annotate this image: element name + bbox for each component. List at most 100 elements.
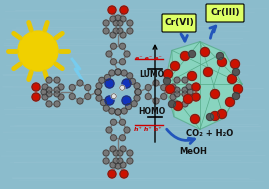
Circle shape bbox=[119, 59, 126, 65]
Circle shape bbox=[110, 146, 116, 152]
Circle shape bbox=[54, 77, 60, 83]
Circle shape bbox=[110, 162, 116, 168]
Circle shape bbox=[113, 28, 119, 34]
Circle shape bbox=[96, 95, 102, 101]
Circle shape bbox=[120, 146, 126, 152]
Circle shape bbox=[54, 91, 60, 97]
Circle shape bbox=[135, 89, 141, 95]
Circle shape bbox=[85, 84, 91, 91]
Circle shape bbox=[103, 28, 109, 34]
Circle shape bbox=[103, 105, 109, 111]
Circle shape bbox=[110, 32, 116, 38]
Circle shape bbox=[204, 67, 213, 77]
Circle shape bbox=[174, 101, 182, 111]
Circle shape bbox=[115, 15, 121, 21]
Circle shape bbox=[121, 70, 127, 76]
Circle shape bbox=[111, 94, 116, 99]
Circle shape bbox=[95, 89, 101, 95]
Text: h⁺ h⁺ h⁺: h⁺ h⁺ h⁺ bbox=[134, 127, 162, 132]
Circle shape bbox=[145, 84, 151, 91]
Circle shape bbox=[228, 74, 236, 84]
Circle shape bbox=[120, 32, 126, 38]
Text: LUMO: LUMO bbox=[139, 70, 165, 79]
Circle shape bbox=[110, 16, 116, 22]
Circle shape bbox=[131, 101, 137, 107]
Circle shape bbox=[231, 60, 239, 68]
Circle shape bbox=[69, 94, 75, 99]
Text: MeOH: MeOH bbox=[179, 146, 207, 156]
Circle shape bbox=[100, 100, 107, 106]
Text: HOMO: HOMO bbox=[138, 107, 166, 116]
Circle shape bbox=[174, 101, 180, 107]
Circle shape bbox=[111, 119, 116, 125]
Circle shape bbox=[182, 91, 188, 97]
Circle shape bbox=[54, 101, 60, 107]
Circle shape bbox=[174, 87, 180, 93]
Circle shape bbox=[42, 94, 48, 100]
Circle shape bbox=[58, 84, 64, 90]
Circle shape bbox=[104, 74, 110, 81]
Circle shape bbox=[41, 89, 47, 95]
Circle shape bbox=[95, 89, 101, 95]
Circle shape bbox=[113, 158, 119, 164]
Circle shape bbox=[168, 101, 175, 108]
Text: Cr(III): Cr(III) bbox=[210, 8, 240, 16]
Circle shape bbox=[109, 70, 115, 76]
FancyBboxPatch shape bbox=[162, 14, 196, 32]
Circle shape bbox=[32, 93, 40, 101]
Circle shape bbox=[120, 170, 128, 178]
Circle shape bbox=[77, 98, 83, 104]
Circle shape bbox=[54, 87, 60, 93]
Circle shape bbox=[46, 91, 52, 97]
Circle shape bbox=[42, 84, 48, 90]
Circle shape bbox=[111, 59, 116, 65]
Circle shape bbox=[85, 94, 91, 99]
Circle shape bbox=[117, 158, 123, 164]
Circle shape bbox=[134, 95, 140, 101]
Circle shape bbox=[180, 51, 189, 60]
Circle shape bbox=[153, 80, 159, 86]
Circle shape bbox=[119, 119, 126, 125]
Circle shape bbox=[103, 20, 109, 26]
Circle shape bbox=[189, 50, 196, 57]
Circle shape bbox=[115, 69, 121, 75]
Circle shape bbox=[153, 98, 159, 104]
Polygon shape bbox=[72, 59, 83, 81]
Circle shape bbox=[145, 94, 151, 99]
Circle shape bbox=[183, 94, 193, 104]
Circle shape bbox=[119, 135, 126, 141]
Circle shape bbox=[103, 158, 109, 164]
Circle shape bbox=[170, 84, 176, 90]
Circle shape bbox=[192, 93, 200, 101]
Circle shape bbox=[115, 109, 121, 115]
Circle shape bbox=[46, 77, 52, 83]
Circle shape bbox=[46, 101, 52, 107]
FancyBboxPatch shape bbox=[206, 4, 244, 22]
Circle shape bbox=[127, 150, 133, 156]
Circle shape bbox=[218, 57, 226, 67]
Circle shape bbox=[106, 51, 112, 57]
Circle shape bbox=[232, 92, 239, 99]
Circle shape bbox=[170, 94, 176, 100]
Circle shape bbox=[192, 83, 200, 91]
Circle shape bbox=[119, 43, 126, 49]
Circle shape bbox=[174, 91, 180, 97]
Circle shape bbox=[211, 90, 220, 98]
Circle shape bbox=[108, 170, 116, 178]
Circle shape bbox=[115, 109, 121, 115]
Circle shape bbox=[124, 127, 130, 133]
Circle shape bbox=[182, 77, 188, 83]
Circle shape bbox=[103, 150, 109, 156]
Circle shape bbox=[182, 87, 188, 93]
Circle shape bbox=[182, 101, 188, 107]
Circle shape bbox=[225, 98, 235, 106]
Text: CO₂ + H₂O: CO₂ + H₂O bbox=[186, 129, 233, 139]
Text: Cr(VI): Cr(VI) bbox=[164, 18, 194, 26]
Circle shape bbox=[135, 89, 141, 95]
Circle shape bbox=[77, 80, 83, 86]
Circle shape bbox=[113, 20, 119, 26]
Circle shape bbox=[233, 84, 242, 94]
Circle shape bbox=[122, 79, 131, 88]
Circle shape bbox=[207, 114, 214, 121]
Circle shape bbox=[165, 84, 175, 94]
